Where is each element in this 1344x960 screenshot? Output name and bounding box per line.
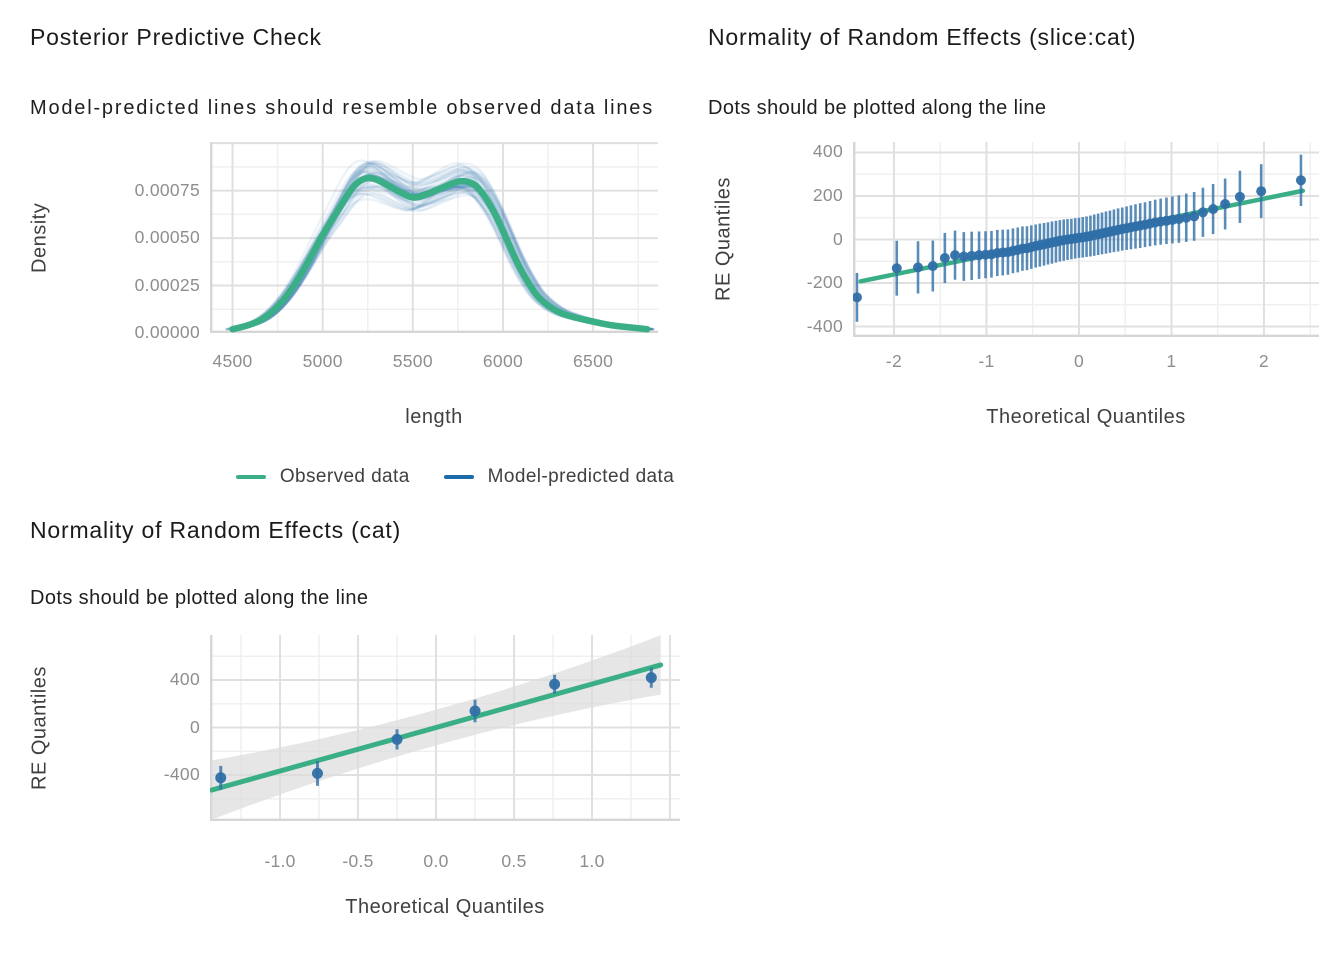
observed-line-swatch — [235, 475, 266, 479]
y-tick-label: 0 — [832, 228, 843, 249]
ppc-title: Posterior Predictive Check — [30, 24, 322, 50]
x-tick-label: 5500 — [392, 351, 433, 371]
gridlines — [853, 142, 1319, 337]
qq-slice-panel — [853, 142, 1319, 337]
y-tick-label: 0 — [189, 716, 200, 737]
predicted-line-swatch — [443, 475, 474, 479]
x-tick-label: -0.5 — [342, 851, 374, 871]
x-tick-label: -1 — [978, 351, 995, 371]
qq-points — [853, 175, 1306, 303]
legend-item-observed: Observed data — [235, 466, 410, 488]
density-panel — [210, 142, 658, 333]
x-tick-label: 1 — [1166, 351, 1177, 371]
qq-error-bars — [219, 667, 653, 790]
x-tick-label: 6000 — [482, 351, 524, 371]
y-tick-label: -200 — [806, 272, 843, 293]
qq-cat-subtitle: Dots should be plotted along the line — [30, 587, 369, 609]
x-tick-label: 0.0 — [423, 851, 449, 871]
qq-slice-subtitle: Dots should be plotted along the line — [708, 97, 1047, 119]
y-tick-label: 200 — [812, 184, 843, 205]
y-tick-label: 0.00025 — [134, 274, 200, 295]
ppc-x-axis-title: length — [405, 406, 463, 428]
legend-label-predicted: Model-predicted data — [487, 466, 675, 487]
legend-label-observed: Observed data — [279, 466, 410, 487]
x-tick-label: -1.0 — [264, 851, 296, 871]
qq-cat-x-axis-title: Theoretical Quantiles — [345, 896, 545, 918]
ppc-legend: Observed data Model-predicted data — [170, 466, 740, 488]
y-tick-label: -400 — [806, 315, 843, 336]
ppc-y-axis-title: Density — [28, 202, 51, 273]
y-tick-label: 400 — [169, 669, 200, 689]
x-tick-label: 0.5 — [501, 851, 527, 871]
qq-cat-panel — [210, 635, 680, 821]
qq-slice-x-axis-title: Theoretical Quantiles — [986, 406, 1186, 428]
axis-lines — [853, 142, 1319, 337]
ppc-subtitle: Model-predicted lines should resemble ob… — [30, 97, 655, 119]
x-tick-label: 1.0 — [579, 851, 605, 871]
y-tick-label: 0.00000 — [134, 322, 200, 342]
qq-points — [215, 672, 657, 784]
x-tick-label: -2 — [885, 351, 903, 371]
axis-lines — [210, 142, 658, 333]
qq-cat-y-axis-title: RE Quantiles — [28, 666, 51, 790]
y-tick-label: -400 — [163, 764, 200, 785]
x-tick-label: 5000 — [302, 351, 343, 371]
x-tick-label: 2 — [1258, 351, 1269, 371]
y-tick-label: 0.00075 — [134, 179, 200, 200]
x-tick-label: 4500 — [212, 351, 253, 371]
qq-slice-title: Normality of Random Effects (slice:cat) — [708, 24, 1137, 50]
observed-density-line — [229, 174, 651, 333]
x-tick-label: 6500 — [573, 351, 614, 371]
legend-item-predicted: Model-predicted data — [443, 466, 675, 488]
y-tick-label: 0.00050 — [134, 227, 200, 248]
y-tick-label: 400 — [812, 141, 843, 162]
x-tick-label: 0 — [1073, 351, 1084, 371]
qq-cat-title: Normality of Random Effects (cat) — [30, 517, 402, 543]
qq-reference-line — [210, 662, 664, 793]
